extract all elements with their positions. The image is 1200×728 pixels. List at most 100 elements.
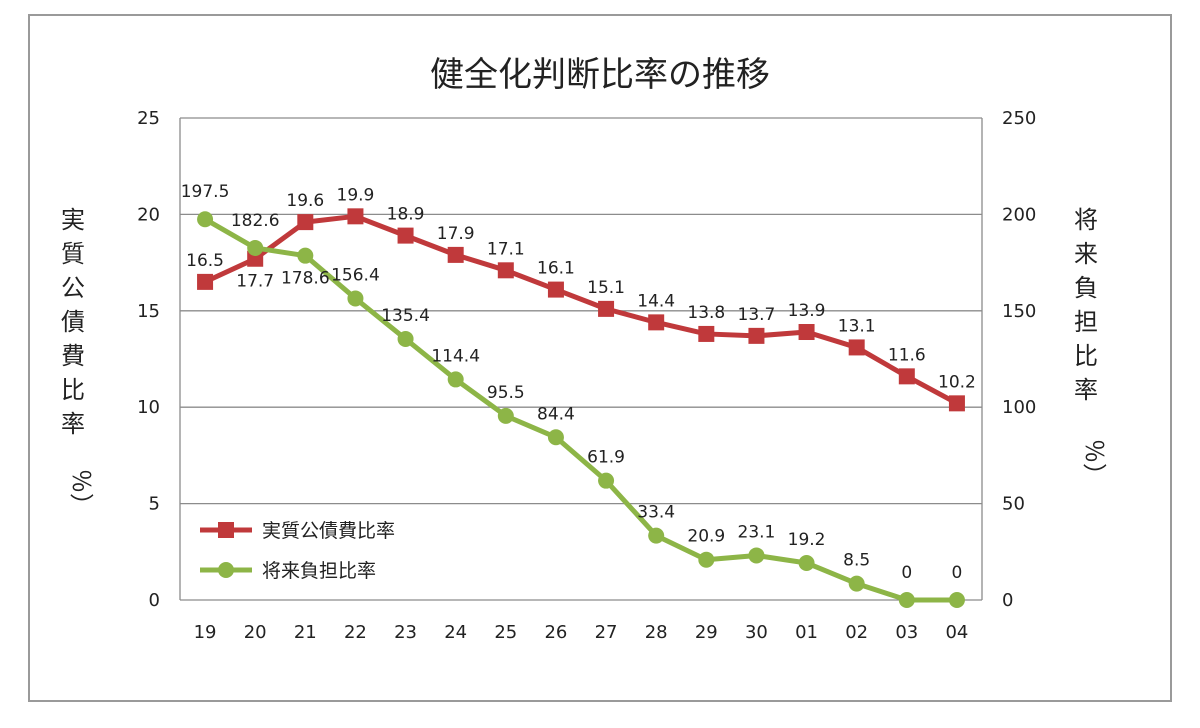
data-label: 16.1: [537, 259, 575, 279]
data-label: 14.4: [637, 291, 675, 311]
y-right-axis-title-char: 担: [1074, 308, 1098, 336]
y-right-axis-title-char: 負: [1074, 274, 1098, 302]
data-point-circle: [848, 575, 865, 592]
data-point-circle: [698, 551, 715, 568]
y-left-tick-label: 15: [137, 301, 160, 322]
y-left-axis-title-char: 費: [61, 342, 85, 370]
data-label: 84.4: [537, 404, 575, 424]
data-point-square: [547, 281, 564, 298]
legend-item: 将来負担比率: [200, 560, 376, 582]
data-point-square: [497, 262, 514, 279]
data-point-circle: [247, 239, 264, 256]
data-label: 13.7: [738, 305, 776, 325]
data-point-circle: [497, 407, 514, 424]
data-label: 156.4: [331, 265, 380, 285]
data-label: 114.4: [431, 346, 480, 366]
data-label: 19.2: [788, 530, 826, 550]
x-tick-label: 20: [244, 622, 267, 643]
data-label: 13.1: [838, 316, 876, 336]
data-point-square: [598, 300, 615, 317]
series-line-shourai: [202, 216, 960, 603]
data-label: 20.9: [687, 527, 725, 547]
chart-frame: [28, 14, 1172, 702]
data-point-circle: [297, 247, 314, 264]
data-label: 33.4: [637, 503, 675, 523]
data-label: 61.9: [587, 448, 625, 468]
x-tick-label: 28: [645, 622, 668, 643]
gridlines: [180, 117, 982, 601]
data-point-circle: [447, 371, 464, 388]
data-point-circle: [197, 211, 214, 228]
data-label: 23.1: [738, 522, 776, 542]
data-point-circle: [798, 554, 815, 571]
y-left-axis-title-char: 質: [61, 240, 85, 268]
data-label: 135.4: [381, 306, 430, 326]
data-label: 13.8: [687, 303, 725, 323]
data-point-circle: [748, 547, 765, 564]
legend-label: 将来負担比率: [262, 560, 376, 582]
x-tick-label: 26: [544, 622, 567, 643]
x-tick-label: 30: [745, 622, 768, 643]
data-label: 17.1: [487, 239, 525, 259]
data-point-square: [297, 214, 314, 231]
x-tick-label: 27: [595, 622, 618, 643]
chart-title: 健全化判断比率の推移: [430, 55, 770, 95]
legend-label: 実質公債費比率: [262, 520, 395, 542]
data-point-square: [948, 395, 965, 412]
x-tick-label: 03: [895, 622, 918, 643]
data-point-square: [698, 325, 715, 342]
y-left-tick-label: 20: [137, 204, 160, 225]
y-left-tick-label: 0: [149, 590, 160, 611]
data-label: 17.9: [437, 224, 475, 244]
data-label: 95.5: [487, 383, 525, 403]
data-label: 182.6: [231, 211, 280, 231]
data-label: 10.2: [938, 372, 976, 392]
y-right-axis-title-char: 来: [1074, 240, 1098, 268]
data-point-square: [347, 208, 364, 225]
x-tick-label: 02: [845, 622, 868, 643]
data-point-circle: [948, 592, 965, 608]
y-left-tick-label: 5: [149, 494, 160, 515]
data-point-square: [848, 339, 865, 356]
x-tick-label: 23: [394, 622, 417, 643]
y-right-axis-title-char: 率: [1074, 376, 1098, 404]
y-left-axis-title-char: 実: [61, 206, 85, 234]
data-label: 178.6: [281, 269, 330, 289]
data-label: 19.9: [337, 185, 375, 205]
data-label: 0: [952, 563, 963, 583]
data-point-square: [748, 327, 765, 344]
data-label: 8.5: [843, 551, 870, 571]
y-right-tick-label: 50: [1002, 494, 1025, 515]
y-right-tick-label: 0: [1002, 590, 1013, 611]
data-label: 0: [901, 563, 912, 583]
data-label: 18.9: [387, 205, 425, 225]
data-point-circle: [397, 330, 414, 347]
data-label: 19.6: [286, 191, 324, 211]
x-tick-label: 25: [494, 622, 517, 643]
y-left-axis-title-char: 債: [61, 308, 85, 336]
y-right-tick-label: 100: [1002, 397, 1036, 418]
data-point-square: [447, 246, 464, 263]
data-point-square: [397, 227, 414, 244]
data-label: 197.5: [181, 182, 230, 202]
y-right-axis-title-char: 比: [1074, 342, 1098, 370]
y-right-tick-label: 250: [1002, 108, 1036, 129]
data-label: 15.1: [587, 278, 625, 298]
x-tick-label: 21: [294, 622, 317, 643]
series-line-kouseihi: [202, 213, 960, 406]
data-point-circle: [898, 592, 915, 608]
series-layer: [197, 208, 965, 608]
legend-marker-square: [218, 522, 234, 538]
y-left-axis-title-char: 率: [61, 410, 85, 438]
x-tick-label: 01: [795, 622, 818, 643]
data-point-square: [898, 368, 915, 385]
x-tick-label: 19: [194, 622, 217, 643]
y-left-axis-title-char: 比: [61, 376, 85, 404]
axis-titles: 実質公債費比率％）将来負担比率％）: [61, 206, 1108, 517]
y-right-axis-title-char: 将: [1074, 206, 1098, 234]
data-point-square: [197, 273, 214, 290]
legend-marker-circle: [218, 562, 234, 578]
data-label: 17.7: [236, 272, 274, 292]
